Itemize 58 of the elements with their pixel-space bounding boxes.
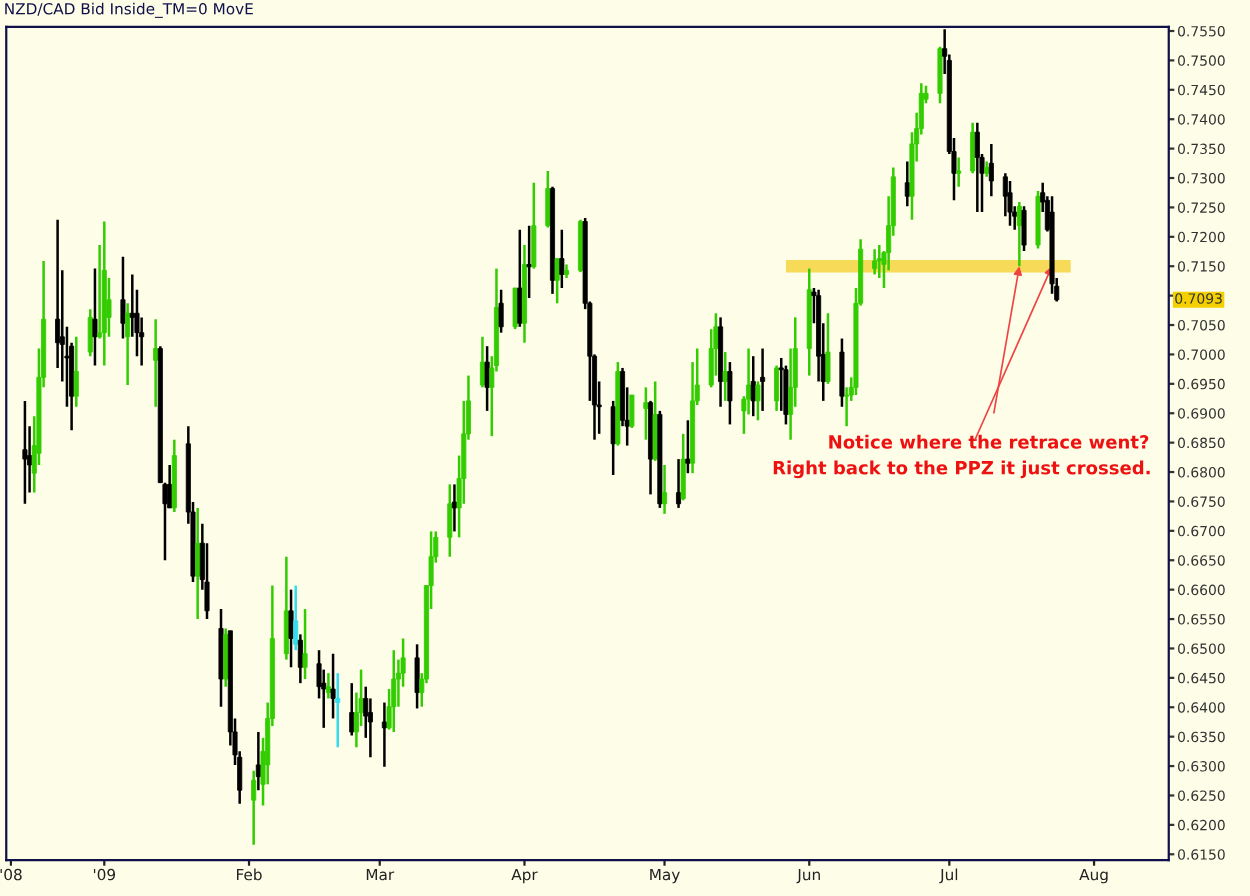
candlestick: [92, 267, 98, 367]
candlestick: [760, 347, 766, 413]
candlestick: [288, 588, 294, 669]
candlestick: [774, 364, 780, 413]
candlestick: [414, 643, 420, 710]
candlestick: [872, 247, 878, 276]
annotation: Notice where the retrace went?: [829, 434, 1149, 449]
candlestick: [755, 380, 761, 422]
candlestick: [1002, 172, 1008, 218]
candlestick: [349, 681, 355, 737]
candlestick: [512, 286, 518, 331]
candlestick: [531, 181, 537, 270]
candlestick: [293, 584, 299, 652]
candlestick: [559, 228, 565, 290]
candlestick: [839, 337, 845, 409]
candlestick: [195, 506, 201, 621]
candlestick: [498, 288, 504, 334]
candlestick: [956, 156, 962, 189]
candlestick: [685, 419, 691, 475]
candlestick: [325, 671, 331, 700]
candlestick: [223, 627, 229, 688]
candlestick: [330, 652, 336, 720]
candlestick: [517, 228, 523, 329]
candlestick: [447, 483, 453, 558]
candlestick: [153, 317, 159, 409]
candlestick: [825, 312, 831, 386]
candlestick: [335, 671, 341, 749]
candlestick: [988, 142, 994, 198]
candlestick: [484, 344, 490, 413]
candlestick: [629, 393, 635, 430]
candlestick: [526, 224, 532, 300]
candlestick: [680, 432, 686, 502]
candlestick: [662, 463, 668, 516]
candlestick: [876, 243, 882, 280]
candlestick: [451, 483, 457, 533]
candlestick: [750, 354, 756, 418]
candlestick: [1007, 179, 1013, 227]
candlestick: [783, 364, 789, 426]
candlestick: [87, 307, 93, 358]
candlestick: [545, 169, 551, 229]
candlestick: [974, 121, 980, 214]
candlestick: [302, 607, 308, 681]
candlestick: [251, 769, 257, 847]
candlestick: [643, 386, 649, 441]
candlestick: [120, 255, 126, 340]
candlestick: [937, 45, 943, 105]
candlestick: [652, 380, 658, 463]
candlestick: [722, 350, 728, 403]
annotation: Right back to the PPZ it just crossed.: [773, 460, 1150, 479]
candlestick: [73, 335, 79, 409]
candlestick: [610, 399, 616, 477]
candlestick: [727, 360, 733, 426]
candlestick: [554, 257, 560, 305]
candlestick: [22, 399, 28, 506]
candlestick: [970, 121, 976, 175]
candlestick: [391, 648, 397, 734]
candlestick: [1021, 204, 1027, 253]
candlestick: [125, 302, 131, 387]
